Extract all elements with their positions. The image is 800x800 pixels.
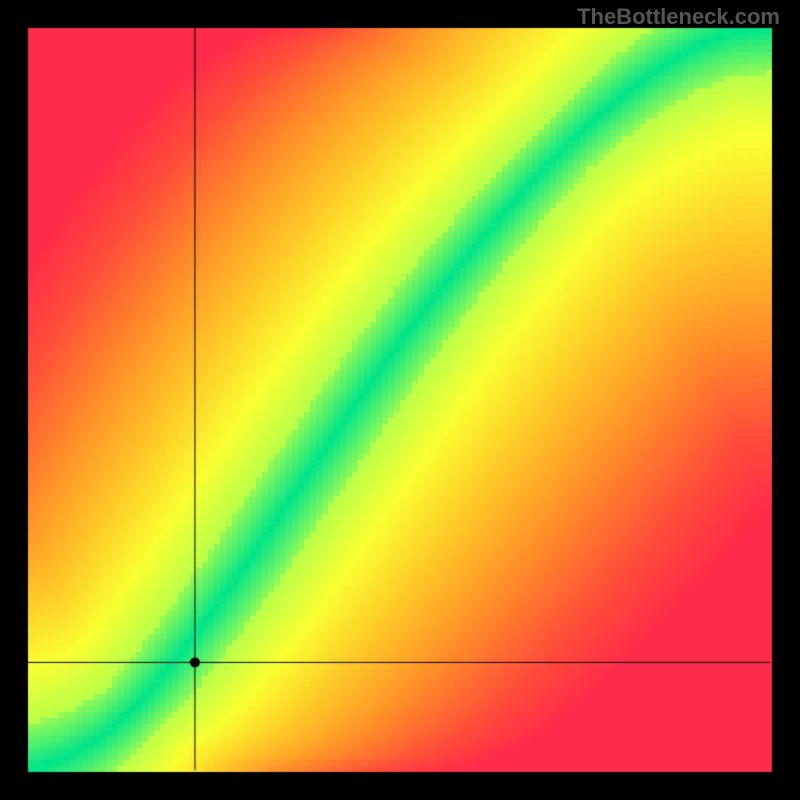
bottleneck-heatmap xyxy=(0,0,800,800)
chart-container: TheBottleneck.com xyxy=(0,0,800,800)
watermark-text: TheBottleneck.com xyxy=(577,4,780,30)
